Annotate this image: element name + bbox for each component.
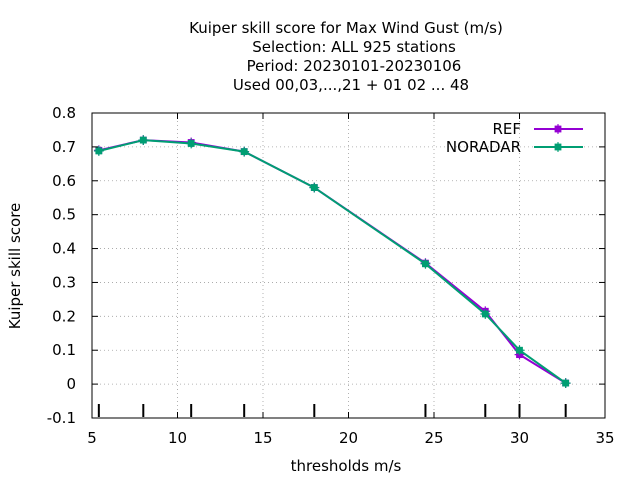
x-tick-label: 5 bbox=[87, 429, 97, 447]
x-tick-label: 15 bbox=[253, 429, 272, 447]
legend-marker-ref bbox=[553, 124, 563, 134]
legend-label-ref: REF bbox=[492, 120, 521, 138]
data-point-noradar bbox=[420, 258, 431, 269]
x-tick-label: 30 bbox=[510, 429, 529, 447]
legend-label-noradar: NORADAR bbox=[446, 138, 521, 156]
y-axis-label: Kuiper skill score bbox=[6, 203, 24, 330]
y-tick-label: 0.4 bbox=[52, 240, 76, 258]
data-point-noradar bbox=[560, 378, 571, 388]
grid bbox=[92, 113, 605, 418]
data-point-noradar bbox=[309, 182, 320, 193]
legend: REF NORADAR bbox=[446, 120, 583, 156]
y-tick-label: 0.1 bbox=[52, 341, 76, 359]
y-tick-label: 0.8 bbox=[52, 104, 76, 122]
y-tick-label: 0.2 bbox=[52, 307, 76, 325]
title-line-3: Period: 20230101-20230106 bbox=[247, 57, 462, 75]
title-line-4: Used 00,03,...,21 + 01 02 ... 48 bbox=[233, 76, 469, 94]
series-line-ref bbox=[98, 139, 567, 384]
data-point-noradar bbox=[186, 138, 197, 149]
title-line-1: Kuiper skill score for Max Wind Gust (m/… bbox=[189, 19, 503, 37]
threshold-marks bbox=[97, 404, 567, 417]
title-line-2: Selection: ALL 925 stations bbox=[252, 38, 456, 56]
y-tick-label: -0.1 bbox=[47, 409, 76, 427]
axis-ticks: 5 10 15 20 25 30 35 -0.1 0 0.1 0.2 0.3 0.4 0.5 0.6 0.7 0… bbox=[47, 104, 615, 447]
series-line-noradar bbox=[98, 139, 567, 384]
data-point-noradar bbox=[239, 146, 250, 157]
legend-marker-noradar bbox=[553, 142, 563, 152]
x-tick-label: 10 bbox=[168, 429, 187, 447]
series bbox=[93, 135, 571, 388]
x-axis-label: thresholds m/s bbox=[291, 457, 402, 475]
x-tick-label: 25 bbox=[424, 429, 443, 447]
x-tick-label: 20 bbox=[339, 429, 358, 447]
data-point-noradar bbox=[480, 309, 491, 319]
y-tick-label: 0.7 bbox=[52, 138, 76, 156]
data-point-noradar bbox=[514, 345, 525, 356]
y-tick-label: 0.3 bbox=[52, 273, 76, 291]
y-tick-label: 0.5 bbox=[52, 206, 76, 224]
chart-title: Kuiper skill score for Max Wind Gust (m/… bbox=[189, 19, 503, 94]
y-tick-label: 0 bbox=[66, 375, 76, 393]
data-point-noradar bbox=[93, 146, 104, 156]
data-point-noradar bbox=[138, 135, 149, 146]
y-tick-label: 0.6 bbox=[52, 172, 76, 190]
x-tick-label: 35 bbox=[595, 429, 614, 447]
